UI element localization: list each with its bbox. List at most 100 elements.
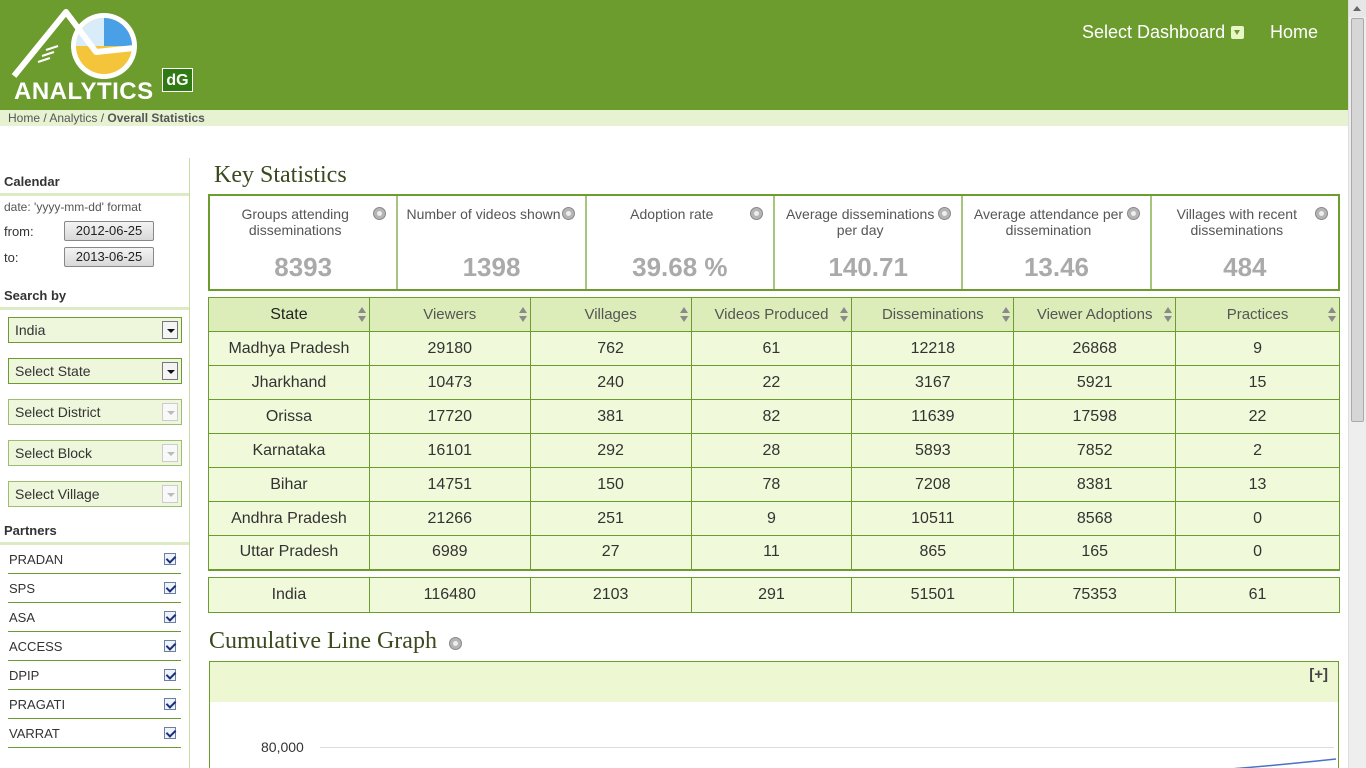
search-by-heading: Search by xyxy=(0,284,189,310)
table-header-row: State Viewers Villages Videos Produced D… xyxy=(208,297,1340,332)
partner-checkbox[interactable] xyxy=(164,698,176,710)
column-header-viewers[interactable]: Viewers xyxy=(368,297,531,332)
top-header: ANALYTICS dG Select Dashboard Home xyxy=(0,0,1348,110)
cell-viewer-adoptions: 7852 xyxy=(1013,433,1177,468)
total-cell-viewer-adoptions: 75353 xyxy=(1013,577,1177,613)
table-row[interactable]: Jharkhand 10473 240 22 3167 5921 15 xyxy=(208,365,1340,400)
stat-label: Average attendance per dissemination xyxy=(973,206,1124,238)
breadcrumb-home[interactable]: Home xyxy=(8,111,41,125)
partner-checkbox[interactable] xyxy=(164,611,176,623)
stat-groups-attending: Groups attending disseminations 8393 xyxy=(210,196,399,289)
table-row[interactable]: Karnataka 16101 292 28 5893 7852 2 xyxy=(208,433,1340,468)
help-icon[interactable] xyxy=(1314,207,1328,220)
cell-villages: 381 xyxy=(529,399,692,434)
logo-text: ANALYTICS xyxy=(14,78,154,105)
column-header-villages[interactable]: Villages xyxy=(529,297,692,332)
sort-icon xyxy=(357,307,366,323)
district-select-value: Select District xyxy=(15,404,101,420)
cell-videos-produced: 61 xyxy=(690,331,853,366)
cumulative-graph-heading: Cumulative Line Graph xyxy=(209,628,462,655)
stat-label: Average disseminations per day xyxy=(785,206,935,238)
partner-label: PRAGATI xyxy=(9,696,66,712)
total-cell-disseminations: 51501 xyxy=(851,577,1015,613)
partner-label: ASA xyxy=(9,609,36,625)
breadcrumb-analytics[interactable]: Analytics xyxy=(49,111,98,125)
from-label: from: xyxy=(4,223,34,239)
country-select[interactable]: India xyxy=(8,317,182,343)
table-row[interactable]: Bihar 14751 150 78 7208 8381 13 xyxy=(208,467,1340,502)
analytics-logo[interactable]: ANALYTICS dG xyxy=(6,6,193,105)
total-row-table: India 116480 2103 291 51501 75353 61 xyxy=(208,577,1340,613)
block-select-value: Select Block xyxy=(15,445,93,461)
partner-item-sps[interactable]: SPS xyxy=(8,574,181,603)
home-link[interactable]: Home xyxy=(1270,22,1319,42)
series-line xyxy=(1233,758,1336,768)
from-date-input[interactable]: 2012-06-25 xyxy=(64,221,154,241)
y-axis-tick-label: 80,000 xyxy=(261,739,304,755)
table-row[interactable]: Andhra Pradesh 21266 251 9 10511 8568 0 xyxy=(208,501,1340,536)
cell-disseminations: 11639 xyxy=(851,399,1015,434)
partner-item-varrat[interactable]: VARRAT xyxy=(8,719,181,748)
partner-item-access[interactable]: ACCESS xyxy=(8,632,181,661)
column-header-label: State xyxy=(270,305,308,323)
scroll-up-arrow-icon[interactable] xyxy=(1349,0,1366,17)
column-header-disseminations[interactable]: Disseminations xyxy=(851,297,1015,332)
help-icon[interactable] xyxy=(749,207,763,220)
cell-villages: 240 xyxy=(529,365,692,400)
column-header-videos-produced[interactable]: Videos Produced xyxy=(690,297,853,332)
partner-checkbox[interactable] xyxy=(164,582,176,594)
help-icon[interactable] xyxy=(373,207,387,220)
to-date-row: to: 2013-06-25 xyxy=(0,244,189,270)
logo-badge: dG xyxy=(162,68,193,92)
column-header-practices[interactable]: Practices xyxy=(1175,297,1340,332)
village-select[interactable]: Select Village xyxy=(8,481,182,507)
partner-label: DPIP xyxy=(9,667,40,683)
block-select[interactable]: Select Block xyxy=(8,440,182,466)
help-icon[interactable] xyxy=(1126,207,1140,220)
page-scrollbar[interactable] xyxy=(1348,0,1366,768)
partner-checkbox[interactable] xyxy=(164,727,176,739)
state-select-value: Select State xyxy=(15,363,91,379)
district-select[interactable]: Select District xyxy=(8,399,182,425)
stat-label: Adoption rate xyxy=(630,206,714,222)
to-date-input[interactable]: 2013-06-25 xyxy=(64,247,154,267)
total-cell-region: India xyxy=(208,577,370,613)
sort-icon xyxy=(1164,307,1173,323)
partner-item-pradan[interactable]: PRADAN xyxy=(8,545,181,574)
cell-videos-produced: 82 xyxy=(690,399,853,434)
help-icon[interactable] xyxy=(938,207,952,220)
cell-viewer-adoptions: 17598 xyxy=(1013,399,1177,434)
state-select[interactable]: Select State xyxy=(8,358,182,384)
scrollbar-thumb[interactable] xyxy=(1351,18,1364,422)
partner-item-dpip[interactable]: DPIP xyxy=(8,661,181,690)
column-header-label: Viewer Adoptions xyxy=(1036,306,1153,323)
partner-label: PRADAN xyxy=(9,551,64,567)
from-date-row: from: 2012-06-25 xyxy=(0,218,189,244)
stat-adoption-rate: Adoption rate 39.68 % xyxy=(587,196,775,289)
expand-graph-button[interactable]: [+] xyxy=(1309,666,1328,683)
select-dashboard-menu[interactable]: Select Dashboard xyxy=(1082,22,1245,43)
column-header-viewer-adoptions[interactable]: Viewer Adoptions xyxy=(1013,297,1177,332)
state-statistics-table: State Viewers Villages Videos Produced D… xyxy=(208,297,1340,571)
cell-state: Orissa xyxy=(208,399,370,434)
table-row[interactable]: Uttar Pradesh 6989 27 11 865 165 0 xyxy=(208,535,1340,571)
table-row[interactable]: Orissa 17720 381 82 11639 17598 22 xyxy=(208,399,1340,434)
partner-item-pragati[interactable]: PRAGATI xyxy=(8,690,181,719)
cell-viewers: 10473 xyxy=(368,365,531,400)
partner-item-asa[interactable]: ASA xyxy=(8,603,181,632)
partner-checkbox[interactable] xyxy=(164,640,176,652)
help-icon[interactable] xyxy=(448,637,462,650)
stat-recent-villages: Villages with recent disseminations 484 xyxy=(1152,196,1338,289)
key-statistics-title: Key Statistics xyxy=(214,162,347,188)
to-label: to: xyxy=(4,249,19,265)
cell-viewer-adoptions: 5921 xyxy=(1013,365,1177,400)
column-header-state[interactable]: State xyxy=(208,297,370,332)
column-header-label: Viewers xyxy=(423,306,477,323)
partner-checkbox[interactable] xyxy=(164,553,176,565)
table-row[interactable]: Madhya Pradesh 29180 762 61 12218 26868 … xyxy=(208,331,1340,366)
cell-practices: 9 xyxy=(1175,331,1340,366)
stat-videos-shown: Number of videos shown 1398 xyxy=(398,196,587,289)
dropdown-arrow-icon xyxy=(162,321,178,339)
partner-checkbox[interactable] xyxy=(164,669,176,681)
help-icon[interactable] xyxy=(561,207,575,220)
